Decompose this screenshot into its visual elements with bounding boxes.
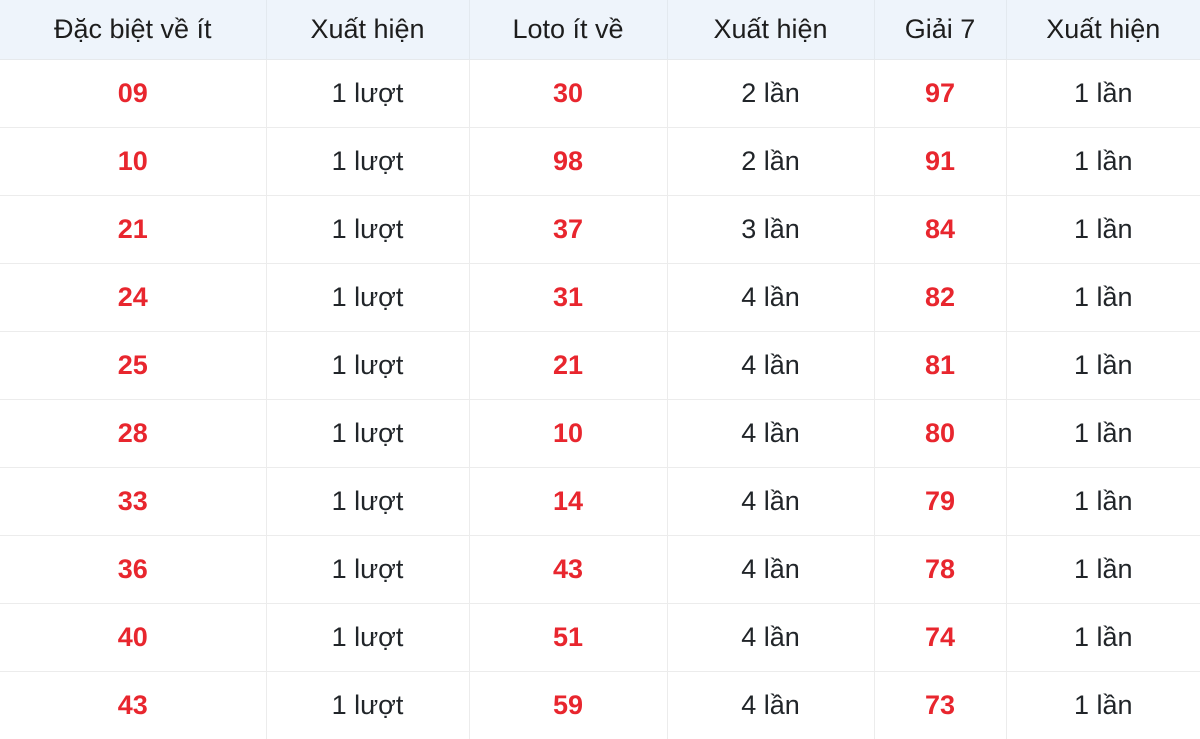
column-header-g7_count: Xuất hiện [1006,0,1200,60]
cell-lo_count: 4 lần [667,264,874,332]
cell-g7_num: 97 [874,60,1006,128]
cell-g7_count: 1 lần [1006,672,1200,739]
cell-g7_count: 1 lần [1006,332,1200,400]
cell-g7_num: 84 [874,196,1006,264]
cell-db_count: 1 lượt [266,196,469,264]
cell-db_count: 1 lượt [266,332,469,400]
column-header-db_count: Xuất hiện [266,0,469,60]
cell-g7_num: 74 [874,604,1006,672]
cell-lo_num: 21 [469,332,667,400]
cell-db_num: 21 [0,196,266,264]
cell-g7_num: 80 [874,400,1006,468]
cell-db_count: 1 lượt [266,128,469,196]
cell-db_num: 28 [0,400,266,468]
cell-lo_count: 4 lần [667,604,874,672]
cell-g7_count: 1 lần [1006,604,1200,672]
cell-db_count: 1 lượt [266,400,469,468]
cell-g7_num: 73 [874,672,1006,739]
cell-lo_count: 2 lần [667,60,874,128]
cell-g7_count: 1 lần [1006,128,1200,196]
cell-g7_count: 1 lần [1006,468,1200,536]
cell-db_count: 1 lượt [266,468,469,536]
cell-lo_count: 4 lần [667,332,874,400]
cell-db_count: 1 lượt [266,60,469,128]
column-header-lo_num: Loto ít về [469,0,667,60]
cell-lo_count: 4 lần [667,468,874,536]
cell-db_count: 1 lượt [266,672,469,739]
cell-lo_num: 14 [469,468,667,536]
cell-lo_num: 37 [469,196,667,264]
cell-lo_count: 4 lần [667,400,874,468]
cell-lo_count: 4 lần [667,672,874,739]
cell-db_num: 36 [0,536,266,604]
cell-lo_num: 51 [469,604,667,672]
cell-g7_num: 91 [874,128,1006,196]
cell-lo_count: 4 lần [667,536,874,604]
column-header-g7_num: Giải 7 [874,0,1006,60]
cell-g7_num: 79 [874,468,1006,536]
cell-g7_count: 1 lần [1006,196,1200,264]
cell-g7_count: 1 lần [1006,536,1200,604]
cell-lo_count: 2 lần [667,128,874,196]
column-header-db_num: Đặc biệt về ít [0,0,266,60]
cell-g7_count: 1 lần [1006,400,1200,468]
cell-g7_count: 1 lần [1006,60,1200,128]
cell-g7_count: 1 lần [1006,264,1200,332]
cell-lo_num: 59 [469,672,667,739]
cell-db_num: 33 [0,468,266,536]
cell-g7_num: 81 [874,332,1006,400]
cell-db_num: 10 [0,128,266,196]
cell-lo_num: 30 [469,60,667,128]
cell-db_num: 43 [0,672,266,739]
cell-g7_num: 82 [874,264,1006,332]
cell-db_count: 1 lượt [266,536,469,604]
cell-lo_count: 3 lần [667,196,874,264]
cell-db_count: 1 lượt [266,264,469,332]
column-header-lo_count: Xuất hiện [667,0,874,60]
cell-db_num: 24 [0,264,266,332]
cell-db_num: 25 [0,332,266,400]
cell-lo_num: 10 [469,400,667,468]
cell-db_count: 1 lượt [266,604,469,672]
cell-db_num: 40 [0,604,266,672]
cell-lo_num: 98 [469,128,667,196]
cell-lo_num: 31 [469,264,667,332]
cell-g7_num: 78 [874,536,1006,604]
cell-lo_num: 43 [469,536,667,604]
cell-db_num: 09 [0,60,266,128]
